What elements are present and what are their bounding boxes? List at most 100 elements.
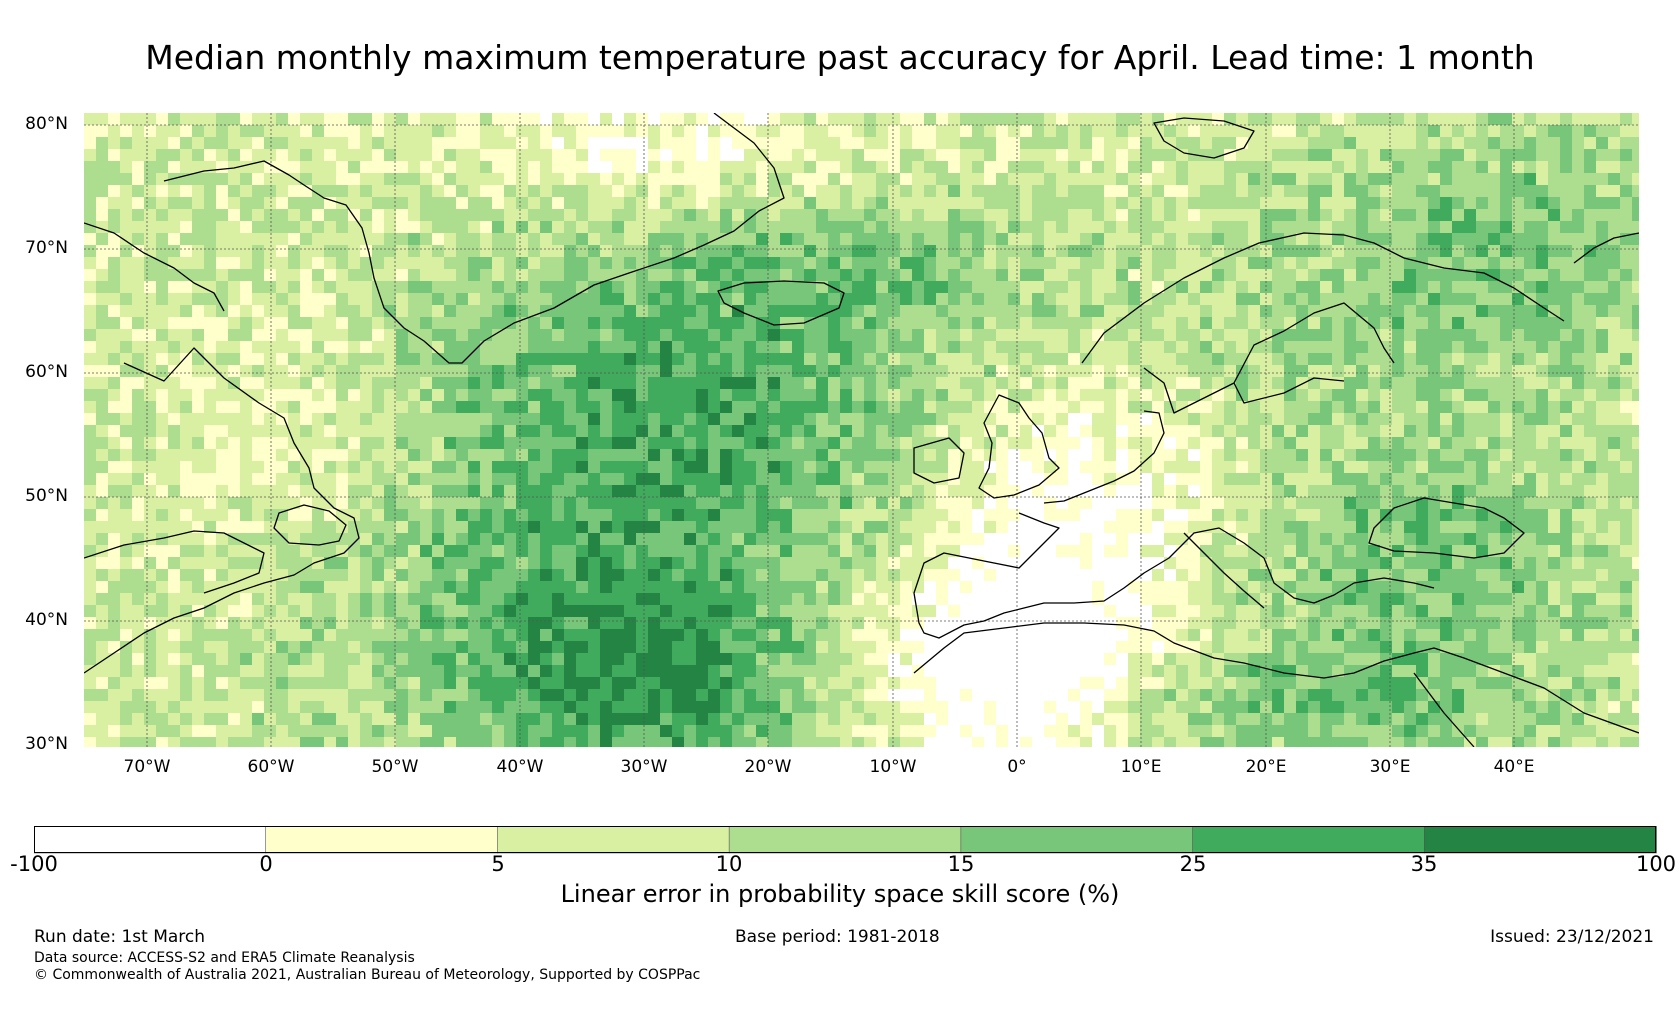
skill-cell: [324, 473, 336, 485]
skill-cell: [720, 221, 732, 233]
skill-cell: [852, 377, 864, 389]
skill-cell: [180, 545, 192, 557]
skill-cell: [1404, 557, 1416, 569]
skill-cell: [984, 125, 996, 137]
skill-cell: [336, 125, 348, 137]
skill-cell: [1140, 365, 1152, 377]
skill-cell: [456, 245, 468, 257]
skill-cell: [480, 449, 492, 461]
skill-cell: [1440, 173, 1452, 185]
skill-cell: [408, 389, 420, 401]
skill-cell: [120, 533, 132, 545]
skill-cell: [1020, 377, 1032, 389]
skill-cell: [1140, 341, 1152, 353]
skill-cell: [336, 485, 348, 497]
skill-cell: [948, 185, 960, 197]
skill-cell: [912, 377, 924, 389]
skill-cell: [1512, 281, 1524, 293]
skill-cell: [564, 485, 576, 497]
skill-cell: [864, 533, 876, 545]
skill-cell: [1320, 497, 1332, 509]
skill-cell: [804, 149, 816, 161]
skill-cell: [228, 389, 240, 401]
skill-cell: [984, 149, 996, 161]
skill-cell: [516, 113, 528, 125]
skill-cell: [1392, 185, 1404, 197]
skill-cell: [900, 365, 912, 377]
skill-cell: [240, 233, 252, 245]
skill-cell: [816, 341, 828, 353]
skill-cell: [1500, 221, 1512, 233]
skill-cell: [900, 293, 912, 305]
skill-cell: [1140, 449, 1152, 461]
skill-cell: [828, 317, 840, 329]
lat-label-30n: 30°N: [25, 734, 68, 754]
skill-cell: [864, 461, 876, 473]
skill-cell: [228, 149, 240, 161]
skill-cell: [816, 113, 828, 125]
skill-cell: [1056, 329, 1068, 341]
skill-cell: [408, 425, 420, 437]
skill-cell: [1272, 209, 1284, 221]
skill-cell: [708, 365, 720, 377]
skill-cell: [1464, 545, 1476, 557]
skill-cell: [588, 437, 600, 449]
skill-cell: [840, 533, 852, 545]
skill-cell: [444, 197, 456, 209]
skill-cell: [792, 281, 804, 293]
skill-cell: [108, 401, 120, 413]
skill-cell: [1428, 377, 1440, 389]
skill-cell: [600, 497, 612, 509]
skill-cell: [960, 269, 972, 281]
skill-cell: [1248, 329, 1260, 341]
skill-cell: [168, 485, 180, 497]
skill-cell: [180, 149, 192, 161]
skill-cell: [1368, 185, 1380, 197]
skill-cell: [1608, 173, 1620, 185]
skill-cell: [1140, 245, 1152, 257]
skill-cell: [624, 329, 636, 341]
skill-cell: [444, 377, 456, 389]
skill-cell: [240, 221, 252, 233]
skill-cell: [768, 137, 780, 149]
skill-cell: [1584, 257, 1596, 269]
skill-cell: [276, 497, 288, 509]
skill-cell: [180, 137, 192, 149]
skill-cell: [300, 377, 312, 389]
skill-cell: [252, 413, 264, 425]
skill-cell: [1068, 473, 1080, 485]
skill-cell: [684, 185, 696, 197]
skill-cell: [408, 305, 420, 317]
skill-cell: [444, 497, 456, 509]
skill-cell: [264, 377, 276, 389]
skill-cell: [456, 353, 468, 365]
skill-cell: [312, 425, 324, 437]
skill-cell: [504, 293, 516, 305]
skill-cell: [1596, 317, 1608, 329]
skill-cell: [540, 221, 552, 233]
skill-cell: [768, 353, 780, 365]
skill-cell: [108, 437, 120, 449]
skill-cell: [180, 125, 192, 137]
skill-cell: [708, 185, 720, 197]
skill-cell: [168, 161, 180, 173]
skill-cell: [612, 113, 624, 125]
skill-cell: [516, 317, 528, 329]
skill-cell: [984, 173, 996, 185]
skill-cell: [984, 353, 996, 365]
skill-cell: [1560, 173, 1572, 185]
skill-cell: [528, 401, 540, 413]
skill-cell: [384, 401, 396, 413]
skill-cell: [1104, 269, 1116, 281]
skill-cell: [732, 449, 744, 461]
skill-cell: [492, 545, 504, 557]
skill-cell: [768, 509, 780, 521]
skill-cell: [600, 149, 612, 161]
skill-cell: [924, 521, 936, 533]
skill-cell: [816, 521, 828, 533]
skill-cell: [420, 293, 432, 305]
skill-cell: [792, 377, 804, 389]
skill-cell: [516, 461, 528, 473]
skill-cell: [192, 413, 204, 425]
skill-cell: [1608, 197, 1620, 209]
